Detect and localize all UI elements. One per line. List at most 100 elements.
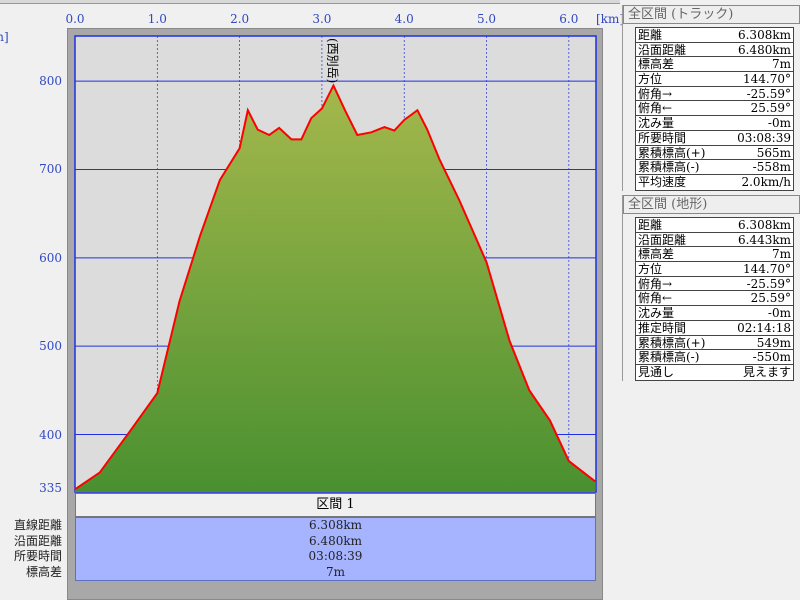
track-point xyxy=(310,117,312,119)
track-panel: 全区間 (トラック) 距離 6.308km 沿面距離 6.480km 標高差 7m 方位 14… xyxy=(622,5,800,191)
stat-row: 沈み量 -0m xyxy=(636,116,793,131)
stat-label: 累積標高(+) xyxy=(638,335,706,350)
stat-label: 累積標高(+) xyxy=(638,145,706,160)
track-point xyxy=(370,131,372,133)
stat-value: 03:08:39 xyxy=(737,130,791,145)
stat-value: 02:14:18 xyxy=(737,320,791,335)
stat-row: 標高差 7m xyxy=(636,57,793,73)
stat-value: -558m xyxy=(752,160,791,175)
stat-label: 俯角→ xyxy=(638,276,673,291)
stat-value: 見えます xyxy=(742,364,791,379)
track-point xyxy=(485,261,488,263)
stat-label: 俯角→ xyxy=(638,86,673,101)
track-point xyxy=(268,134,270,136)
track-point xyxy=(403,119,405,121)
stat-label: 標高差 xyxy=(638,247,675,262)
segment-label: 直線距離 xyxy=(13,518,62,532)
track-point xyxy=(458,199,460,201)
stat-value: 6.443km xyxy=(737,232,791,247)
y-tick-label: 335 xyxy=(39,481,62,495)
stat-row: 所要時間 03:08:39 xyxy=(636,130,793,146)
y-axis-unit: [m] xyxy=(0,30,9,44)
segment-value: 6.308km xyxy=(308,518,362,532)
y-tick-label: 600 xyxy=(39,250,62,265)
stat-row: 俯角← 25.59° xyxy=(636,101,793,117)
stat-label: 見通し xyxy=(638,364,675,379)
stat-value: 7m xyxy=(771,57,791,72)
track-point xyxy=(393,129,395,132)
terrain-panel: 全区間 (地形) 距離 6.308km 沿面距離 6.443km 標高差 7m 方位 144.… xyxy=(622,195,800,381)
segment-value: 6.480km xyxy=(308,533,362,548)
track-point xyxy=(321,107,323,110)
track-point xyxy=(300,138,302,140)
track-point xyxy=(257,129,259,131)
stat-row: 沿面距離 6.480km xyxy=(636,42,793,58)
track-point xyxy=(416,109,418,111)
track-point xyxy=(178,300,181,302)
track-point xyxy=(383,126,386,128)
segment-header[interactable]: 区間 1 xyxy=(75,493,596,517)
stat-row: 推定時間 02:14:18 xyxy=(636,320,793,336)
x-tick-label: 5.0 xyxy=(476,12,497,26)
stat-value: 25.59° xyxy=(750,101,791,116)
stat-row: 累積標高(+) 565m xyxy=(636,145,793,161)
stat-value: 144.70° xyxy=(743,72,791,87)
x-axis-unit: [km] xyxy=(595,12,625,26)
stat-label: 方位 xyxy=(638,72,663,87)
stat-value: 6.308km xyxy=(737,28,791,42)
terrain-panel-title[interactable]: 全区間 (地形) xyxy=(623,195,800,214)
track-point xyxy=(290,138,293,140)
track-point xyxy=(549,419,551,422)
stat-label: 沿面距離 xyxy=(638,232,687,247)
track-point xyxy=(156,392,158,394)
stat-value: 549m xyxy=(756,335,791,350)
stat-row: 累積標高(-) -558m xyxy=(636,160,793,175)
stat-label: 平均速度 xyxy=(638,174,687,189)
stat-row: 累積標高(-) -550m xyxy=(636,350,793,365)
y-tick-label: 700 xyxy=(39,162,62,177)
stat-label: 累積標高(-) xyxy=(638,350,700,365)
stat-row: 累積標高(+) 549m xyxy=(636,335,793,351)
stat-label: 累積標高(-) xyxy=(638,160,700,175)
track-point xyxy=(344,109,346,111)
stat-row: 標高差 7m xyxy=(636,247,793,263)
stat-label: 俯角← xyxy=(638,291,673,306)
stat-label: 所要時間 xyxy=(638,130,687,145)
stat-row: 沈み量 -0m xyxy=(636,306,793,321)
x-tick-label: 3.0 xyxy=(312,12,332,26)
stat-label: 推定時間 xyxy=(638,320,687,335)
stat-value: -25.59° xyxy=(746,86,791,101)
stat-value: -0m xyxy=(767,306,791,321)
stat-value: 6.480km xyxy=(737,42,791,57)
stat-label: 沈み量 xyxy=(638,116,675,131)
x-tick-label: 1.0 xyxy=(147,12,167,26)
x-tick-label: 0.0 xyxy=(65,12,85,26)
y-tick-label: 400 xyxy=(39,427,62,442)
stat-row: 平均速度 2.0km/h xyxy=(636,174,793,190)
track-panel-title[interactable]: 全区間 (トラック) xyxy=(623,5,800,24)
track-point xyxy=(74,488,76,490)
stat-label: 俯角← xyxy=(638,101,673,116)
track-point xyxy=(594,480,596,482)
track-point xyxy=(426,129,428,131)
x-tick-label: 2.0 xyxy=(230,12,250,26)
track-stats: 距離 6.308km 沿面距離 6.480km 標高差 7m 方位 144.70° 俯角→ -25… xyxy=(635,27,794,191)
track-point xyxy=(528,389,530,391)
x-tick-label: 6.0 xyxy=(559,12,579,26)
stat-row: 方位 144.70° xyxy=(636,72,793,87)
stat-row: 俯角← 25.59° xyxy=(636,291,793,307)
track-point xyxy=(247,109,249,111)
stat-row: 俯角→ -25.59° xyxy=(636,86,793,102)
track-point xyxy=(568,460,570,462)
segment-value: 03:08:39 xyxy=(308,549,363,563)
x-tick-label: 4.0 xyxy=(394,12,414,26)
stat-value: -25.59° xyxy=(746,276,791,291)
stat-value: 565m xyxy=(756,145,791,160)
stat-value: -0m xyxy=(767,116,791,131)
track-point xyxy=(356,134,358,136)
terrain-fill xyxy=(75,85,596,492)
toolbar-strip xyxy=(0,0,620,4)
peak-label: (西別岳) xyxy=(325,38,339,83)
track-point xyxy=(199,235,201,237)
